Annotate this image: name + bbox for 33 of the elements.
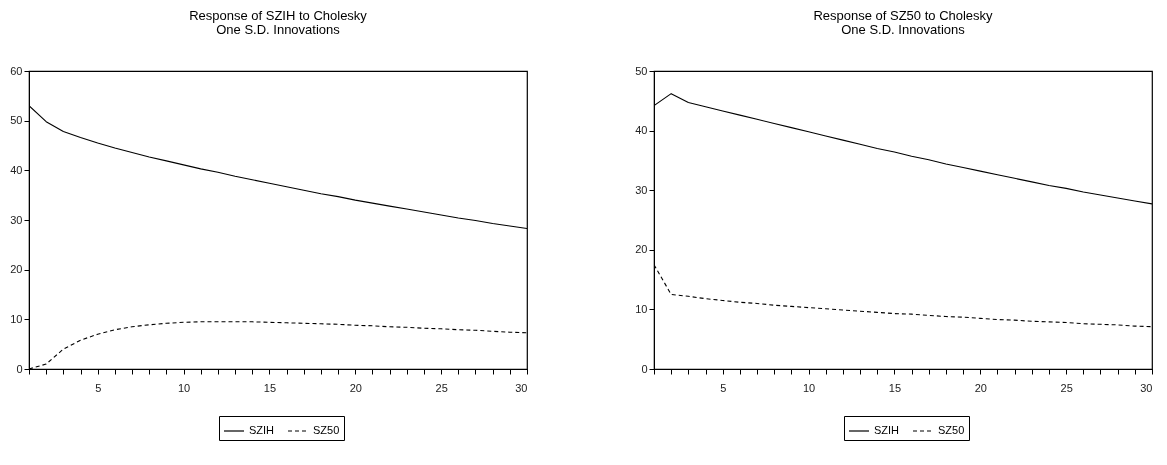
legend-label: SZ50 xyxy=(313,424,340,436)
legend-label: SZ50 xyxy=(938,424,965,436)
x-tick-label: 25 xyxy=(435,381,448,394)
legend-label: SZIH xyxy=(249,424,275,436)
x-tick-label: 10 xyxy=(802,381,816,394)
y-tick-label: 10 xyxy=(10,312,23,325)
x-tick-label: 15 xyxy=(888,381,902,394)
x-tick-label: 15 xyxy=(263,381,277,394)
y-tick-label: 50 xyxy=(10,114,23,127)
y-tick-label: 0 xyxy=(641,362,648,375)
chart-subtitle: One S.D. Innovations xyxy=(841,22,966,37)
chart-subtitle: One S.D. Innovations xyxy=(216,22,341,37)
y-tick-label: 20 xyxy=(10,263,23,276)
y-tick-label: 30 xyxy=(10,213,23,226)
chart-title: Response of SZ50 to Cholesky xyxy=(813,8,994,23)
y-tick-label: 0 xyxy=(16,362,23,375)
legend-label: SZIH xyxy=(874,424,900,436)
y-tick-label: 30 xyxy=(635,183,648,196)
y-tick-label: 60 xyxy=(10,64,23,77)
y-tick-label: 10 xyxy=(635,302,648,315)
y-tick-label: 20 xyxy=(635,243,648,256)
x-tick-label: 5 xyxy=(720,381,727,394)
x-tick-label: 30 xyxy=(1140,381,1153,394)
y-tick-label: 50 xyxy=(635,64,648,77)
x-tick-label: 20 xyxy=(349,381,362,394)
y-tick-label: 40 xyxy=(635,124,648,137)
chart-title: Response of SZIH to Cholesky xyxy=(189,8,368,23)
x-tick-label: 5 xyxy=(95,381,102,394)
y-tick-label: 40 xyxy=(10,163,23,176)
x-tick-label: 20 xyxy=(974,381,987,394)
x-tick-label: 30 xyxy=(515,381,528,394)
x-tick-label: 25 xyxy=(1060,381,1073,394)
x-tick-label: 10 xyxy=(177,381,191,394)
